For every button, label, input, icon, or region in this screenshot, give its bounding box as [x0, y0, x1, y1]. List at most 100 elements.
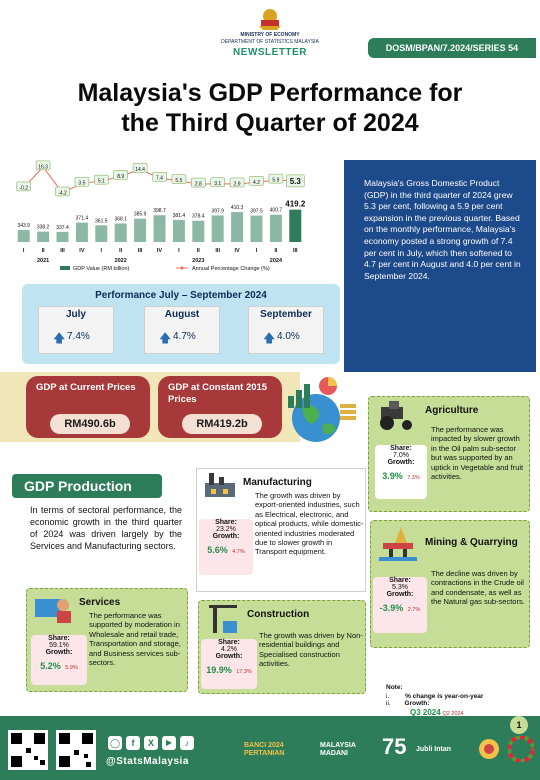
- services-sector-box: Services The performance was supported b…: [26, 588, 188, 692]
- quarter-tick-label: I: [101, 248, 103, 254]
- pct-change-box: [152, 171, 167, 182]
- year-tick-label: 2022: [115, 258, 127, 264]
- instagram-icon[interactable]: ◯: [108, 736, 122, 750]
- share-value: 5.3%: [392, 584, 408, 591]
- pct-change-label: -0.2: [19, 185, 28, 191]
- quarter-tick-label: IV: [79, 248, 85, 254]
- gdp-production-text: In terms of sectoral performance, the ec…: [30, 505, 182, 551]
- month-value: 7.4%: [67, 331, 90, 342]
- chart-bar: [134, 218, 147, 242]
- quarter-tick-label: III: [60, 248, 65, 254]
- month-name: August: [164, 309, 200, 320]
- growth-label: Growth:: [387, 459, 415, 466]
- mining-text: The decline was driven by contractions i…: [431, 569, 525, 607]
- facebook-icon[interactable]: f: [126, 736, 140, 750]
- share-label: Share:: [48, 635, 70, 642]
- month-card-july: July 🡅 7.4%: [38, 306, 114, 354]
- pct-change-label: 14.4: [135, 167, 145, 173]
- mining-title: Mining & Quarrying: [425, 537, 518, 548]
- share-value: 4.2%: [221, 646, 237, 653]
- bar-value-label: 410.3: [231, 205, 244, 211]
- quarter-tick-label: I: [23, 248, 25, 254]
- pct-change-label: 5.3: [290, 177, 302, 186]
- agriculture-sector-box: Agriculture The performance was impacted…: [368, 396, 530, 512]
- pct-change-box: [132, 163, 148, 173]
- services-text: The performance was supported by moderat…: [89, 611, 181, 668]
- quarter-tick-label: II: [274, 248, 278, 254]
- chart-bar: [75, 222, 88, 242]
- youtube-icon[interactable]: ▶: [162, 736, 176, 750]
- growth-label: Growth:: [215, 653, 243, 660]
- services-share-box: Share: 59.1% Growth: 5.2% 5.9%: [31, 635, 87, 685]
- share-label: Share:: [390, 445, 412, 452]
- note-item1-num: i.: [386, 693, 390, 700]
- pct-change-label: 3.1: [214, 181, 221, 187]
- social-handle[interactable]: @StatsMalaysia: [106, 756, 189, 767]
- share-label: Share:: [218, 639, 240, 646]
- chart-bar: [211, 215, 224, 242]
- pct-change-label: 8.9: [117, 174, 124, 180]
- quarter-tick-label: II: [197, 248, 201, 254]
- services-title: Services: [79, 597, 121, 608]
- agriculture-share-box: Share: 7.0% Growth: 3.9% 7.3%: [375, 445, 427, 499]
- chart-bar: [250, 215, 263, 242]
- agriculture-text: The performance was impacted by slower g…: [431, 425, 524, 482]
- gdp-chart-svg: 343.9I338.2II337.4III371.4IV361.5I368.1I…: [16, 160, 306, 272]
- gdp-current-label: GDP at Current Prices: [36, 382, 136, 393]
- malaysia-crest-icon: [259, 9, 281, 30]
- year-tick-label: 2021: [37, 258, 49, 264]
- gdp-constant-card: GDP at Constant 2015 Prices RM419.2b: [158, 376, 282, 438]
- legend-pct-marker: [180, 266, 184, 270]
- note-q2: Q2 2024: [442, 711, 464, 717]
- growth-prev: 2.7%: [407, 607, 421, 613]
- bar-value-label: 368.1: [114, 217, 127, 223]
- quarter-tick-label: IV: [234, 248, 240, 254]
- month-value: 4.0%: [277, 331, 300, 342]
- growth-value: 3.9%: [382, 471, 403, 481]
- pct-change-label: 3.5: [78, 181, 85, 187]
- x-icon[interactable]: X: [144, 736, 158, 750]
- bar-value-label: 338.2: [37, 225, 50, 231]
- growth-prev: 4.7%: [232, 549, 245, 555]
- manufacturing-sector-box: Manufacturing The growth was driven by e…: [196, 468, 366, 592]
- legend-gdp-label: GDP Value (RM billion): [73, 266, 130, 272]
- bar-value-label: 385.9: [134, 212, 147, 218]
- performance-title: Performance July – September 2024: [95, 290, 267, 301]
- bar-value-label: 337.4: [56, 225, 69, 231]
- pct-change-label: 4.2: [253, 180, 260, 186]
- share-value: 59.1%: [49, 642, 69, 649]
- tiktok-icon[interactable]: ♪: [180, 736, 194, 750]
- pct-change-box: [74, 176, 90, 187]
- pct-change-box: [16, 181, 31, 192]
- construction-share-box: Share: 4.2% Growth: 19.9% 17.3%: [201, 639, 257, 689]
- pct-change-label: 7.4: [156, 176, 163, 182]
- pct-change-box: [268, 173, 284, 184]
- chart-bar: [289, 209, 302, 242]
- pct-change-label: 2.8: [195, 182, 202, 188]
- dosm-75-logo: 75: [382, 734, 407, 759]
- pct-change-label: 5.5: [175, 178, 182, 184]
- construction-title: Construction: [247, 609, 310, 620]
- chart-bar: [269, 214, 282, 242]
- gdp-current-value: RM490.6b: [50, 414, 130, 434]
- note-title: Note:: [386, 684, 403, 691]
- note-q3: Q3 2024: [410, 708, 441, 717]
- emblem-icon: [479, 739, 499, 759]
- arrow-up-icon: 🡅: [159, 331, 172, 345]
- chart-bar: [231, 212, 244, 242]
- pct-change-box: [191, 177, 206, 188]
- growth-prev: 17.3%: [236, 669, 252, 675]
- pct-change-label: 2.9: [234, 181, 241, 187]
- share-value: 23.2%: [216, 526, 236, 533]
- year-tick-label: 2023: [192, 258, 204, 264]
- pct-change-box: [249, 176, 264, 186]
- pct-change-box: [94, 174, 109, 185]
- growth-value: 5.2%: [40, 661, 61, 671]
- banci-pertanian-logo: BANCI 2024 PERTANIAN: [244, 742, 285, 757]
- quarter-tick-label: III: [138, 248, 143, 254]
- growth-prev: 5.9%: [65, 665, 78, 671]
- pct-change-box: [286, 174, 305, 188]
- arrow-up-icon: 🡅: [263, 331, 276, 345]
- note-item2-num: ii.: [386, 700, 391, 707]
- quarter-tick-label: II: [42, 248, 46, 254]
